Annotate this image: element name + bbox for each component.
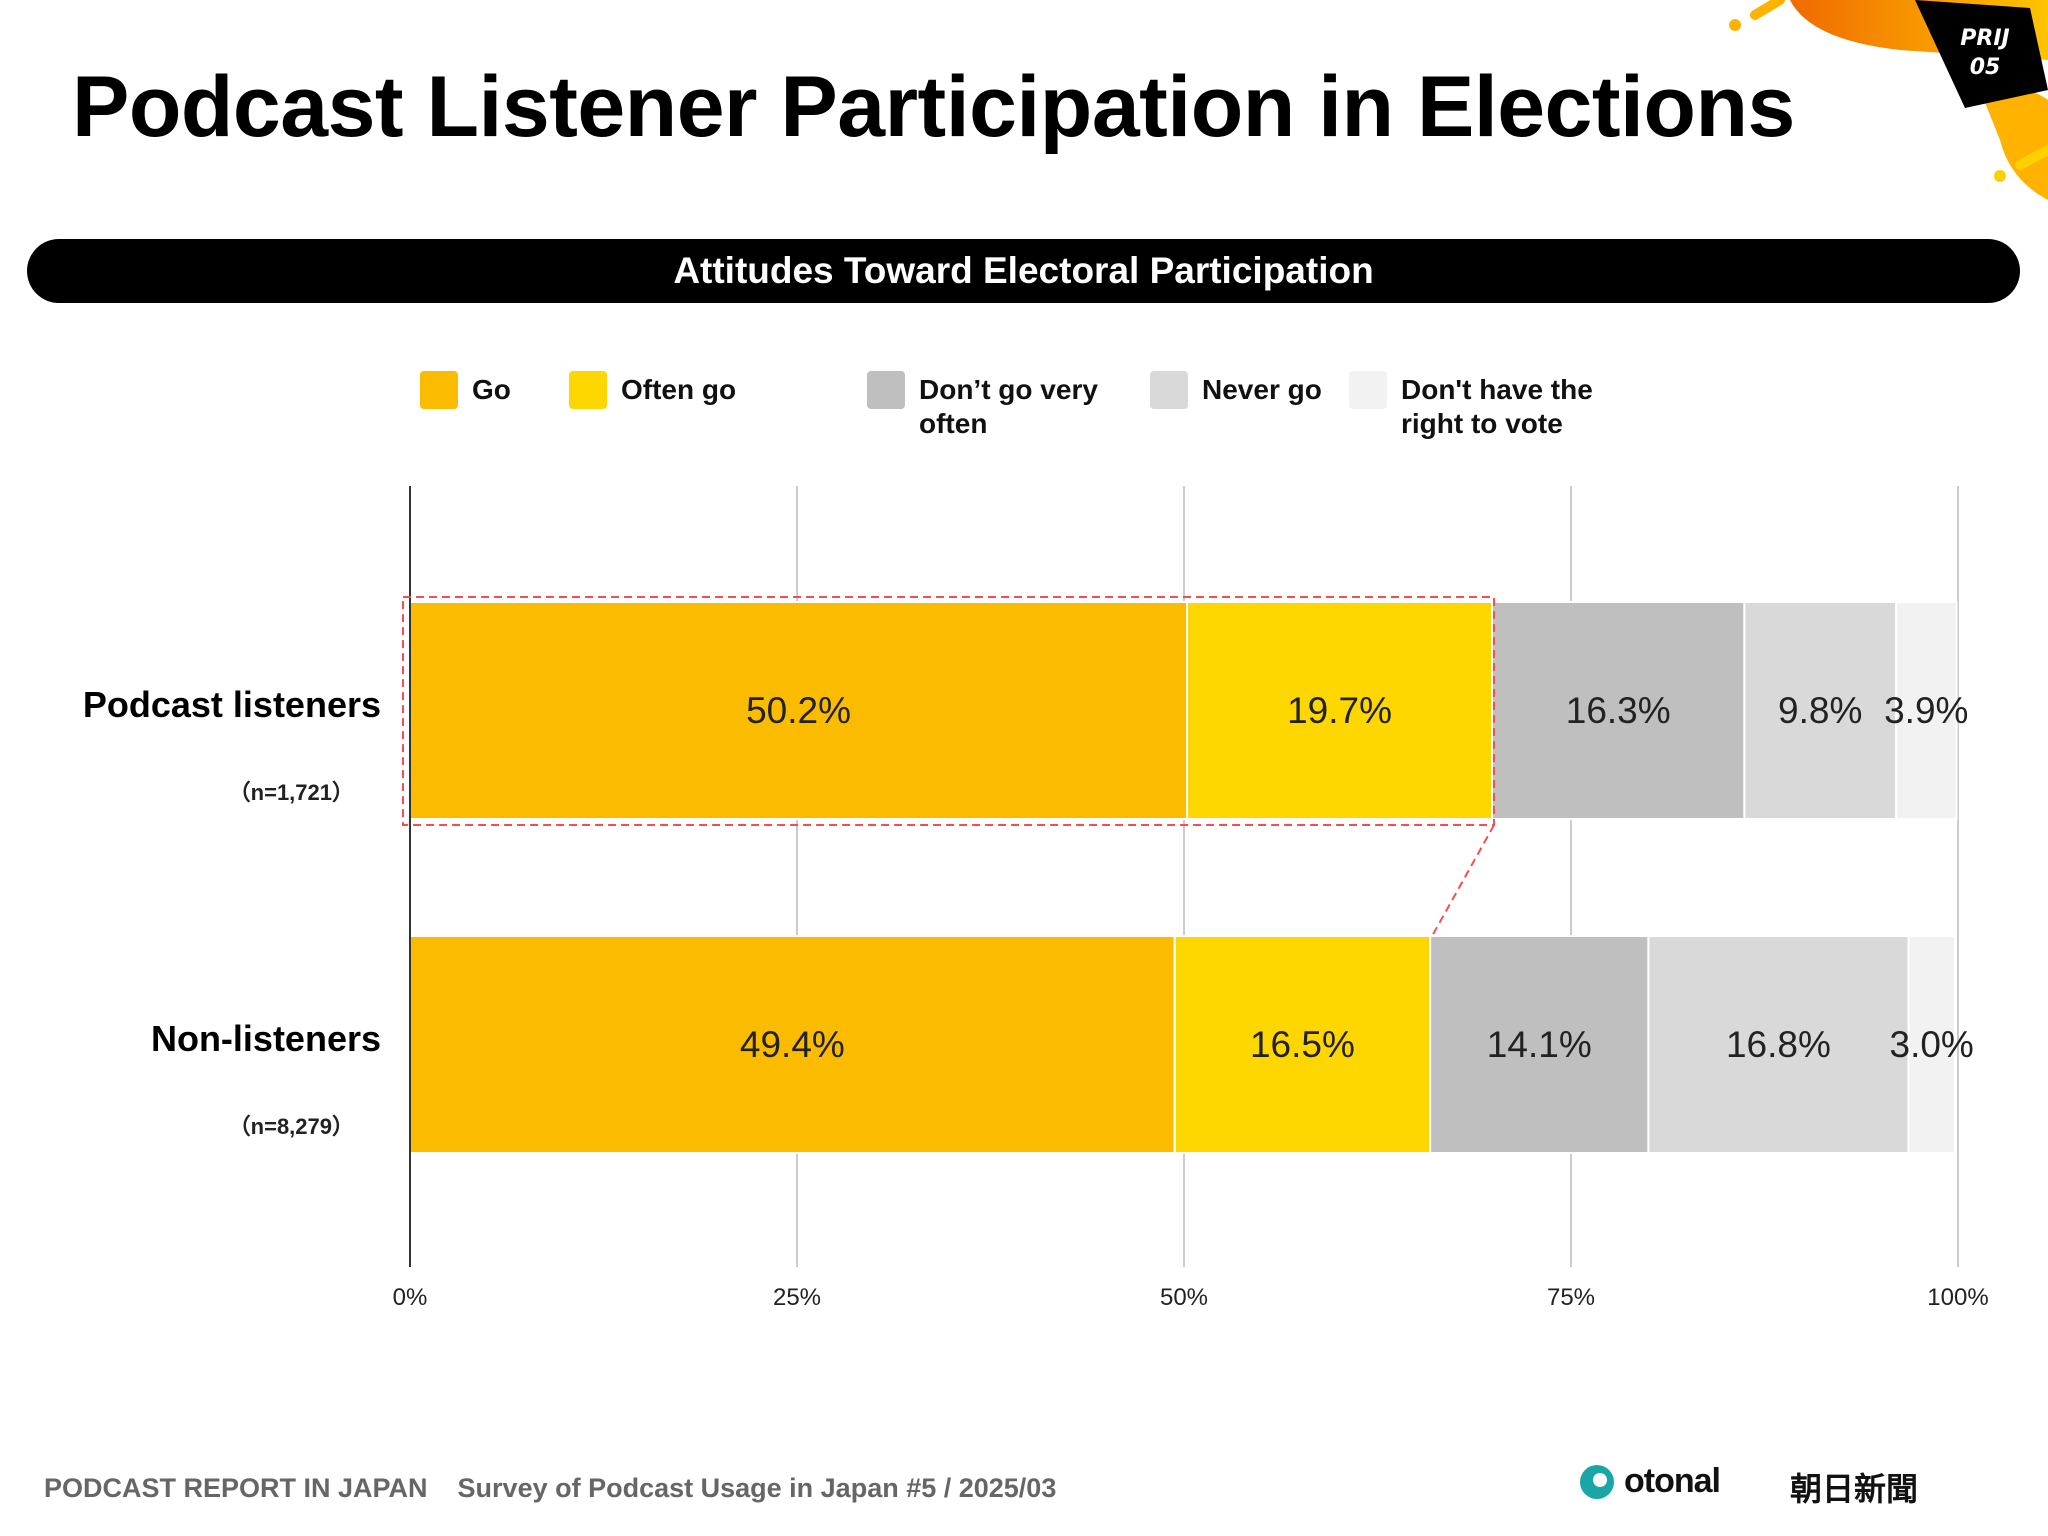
legend-label: Never go [1202,374,1322,405]
bar-segment [1647,935,1910,1154]
data-label: 3.9% [1884,689,1969,731]
legend-label: Go [472,374,511,405]
data-label: 9.8% [1778,689,1863,731]
highlight-box [402,596,1496,826]
footer: PODCAST REPORT IN JAPAN Survey of Podcast… [44,1473,1056,1504]
badge-line-2: 05 [1970,55,2001,80]
bar-segment [409,601,1189,820]
otonal-mark-icon [1580,1464,1614,1499]
bar-segment [1186,601,1494,820]
legend-swatch [1150,371,1188,409]
x-tick-label: 50% [1159,1284,1209,1311]
bar-segment [1907,935,1956,1154]
page-title: Podcast Listener Participation in Electi… [72,59,1795,155]
banner-text: Attitudes Toward Electoral Participation [673,250,1374,291]
prij-badge: PRIJ 05 [1915,0,2048,108]
category-label: Podcast listeners [82,684,381,725]
bar-segment [409,935,1176,1154]
highlight-connector [1431,824,1495,937]
legend-label: Don’t go very often [919,374,1098,439]
data-label: 14.1% [1486,1023,1592,1065]
x-tick-label: 100% [1927,1284,1989,1311]
otonal-wordmark: otonal [1624,1462,1721,1500]
data-label: 16.5% [1249,1023,1355,1065]
legend-label: Don't have the right to vote [1401,374,1593,439]
bar-segment [1429,935,1650,1154]
bar-segment [1895,601,1958,820]
data-label: 3.0% [1889,1023,1974,1065]
x-tick-label: 75% [1546,1284,1596,1311]
x-tick-label: 25% [772,1284,822,1311]
legend-swatch [569,371,607,409]
data-label: 16.8% [1725,1023,1831,1065]
footer-survey: Survey of Podcast Usage in Japan #5 / 20… [457,1473,1057,1503]
corner-decoration: PRIJ 05 [1729,0,2048,200]
legend-swatch [420,371,458,409]
sample-size-label: （n=1,721） [228,780,354,805]
x-tick-label: 0% [392,1284,428,1311]
data-label: 19.7% [1287,689,1393,731]
bar-segment [1491,601,1746,820]
legend-label: Often go [621,374,737,405]
footer-report: PODCAST REPORT IN JAPAN [44,1473,428,1503]
data-label: 16.3% [1565,689,1671,731]
badge-line-1: PRIJ [1960,26,2009,51]
data-label: 50.2% [746,689,852,731]
section-banner: Attitudes Toward Electoral Participation [27,239,2020,303]
sample-size-label: （n=8,279） [228,1114,354,1139]
legend-swatch [867,371,905,409]
otonal-logo: otonal [1578,1462,1721,1501]
asahi-logo: 朝日新聞 [1790,1471,1919,1507]
bar-segment [1743,601,1898,820]
data-label: 49.4% [739,1023,845,1065]
bar-segment [1173,935,1432,1154]
legend-swatch [1349,371,1387,409]
category-label: Non-listeners [150,1018,381,1059]
